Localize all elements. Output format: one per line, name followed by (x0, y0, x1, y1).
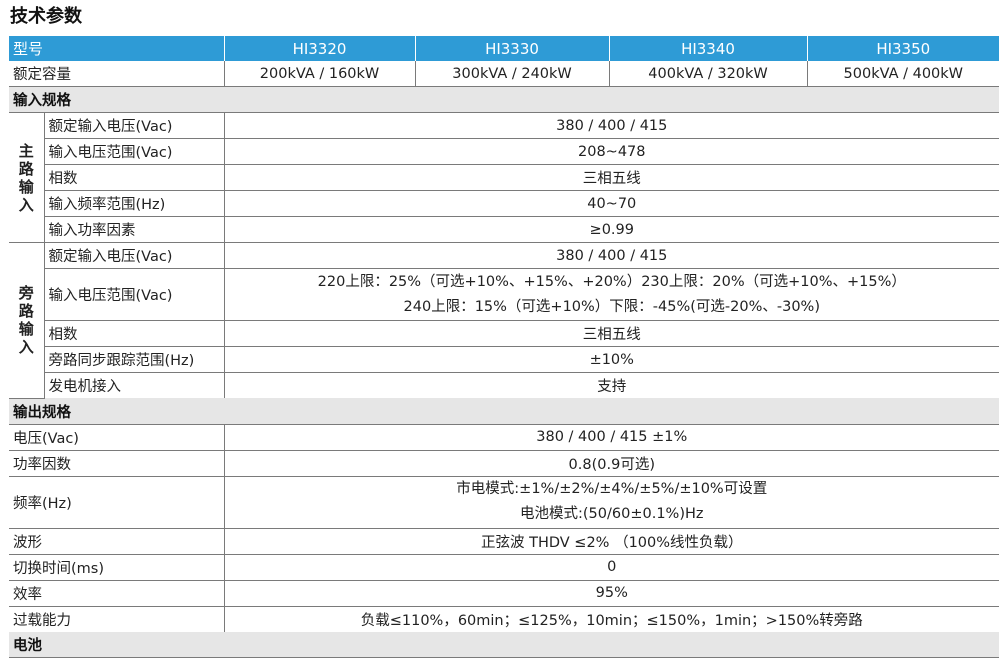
row-value: 支持 (223, 372, 1000, 398)
row-label: 效率 (9, 580, 225, 607)
group-label-char: 输 (18, 177, 34, 196)
row-label: 旁路同步跟踪范围(Hz) (43, 346, 225, 373)
row-label: 功率因数 (9, 450, 225, 477)
section-row: 输出规格 (9, 398, 1000, 425)
spec-table: 型号 HI3320 HI3330 HI3340 HI3350 额定容量 200k… (9, 36, 1000, 658)
group-label-char: 旁 (18, 284, 34, 303)
row-value: 380 / 400 / 415 (223, 112, 1000, 139)
row-value: 380 / 400 / 415 (223, 242, 1000, 269)
spec-row: 频率(Hz) 市电模式:±1%/±2%/±4%/±5%/±10%可设置 电池模式… (9, 476, 1000, 529)
section-title: 输入规格 (9, 86, 1000, 113)
row-value: 95% (223, 580, 1000, 607)
row-value: 正弦波 THDV ≤2% （100%线性负载） (223, 528, 1000, 555)
model-name: HI3330 (414, 36, 610, 61)
row-value: 40~70 (223, 190, 1000, 217)
spec-row: 输入功率因素 ≥0.99 (9, 216, 1000, 243)
spec-row: 主路输入 额定输入电压(Vac) 380 / 400 / 415 (9, 112, 1000, 243)
row-value-line: 电池模式:(50/60±0.1%)Hz (520, 506, 704, 522)
section-row: 电池 (9, 631, 1000, 658)
row-value: 0 (223, 554, 1000, 581)
capacity-value: 300kVA / 240kW (414, 61, 610, 87)
spec-row: 切换时间(ms) 0 (9, 554, 1000, 581)
spec-row: 过载能力 负载≤110%，60min；≤125%，10min；≤150%，1mi… (9, 606, 1000, 632)
row-label: 输入频率范围(Hz) (43, 190, 225, 217)
row-label: 相数 (43, 164, 225, 191)
row-value: 0.8(0.9可选) (223, 450, 1000, 477)
group-label-text: 旁路输入 (9, 284, 44, 356)
row-label: 发电机接入 (43, 372, 225, 398)
spec-row: 波形 正弦波 THDV ≤2% （100%线性负载） (9, 528, 1000, 555)
row-label: 额定容量 (9, 61, 225, 87)
spec-row: 功率因数 0.8(0.9可选) (9, 450, 1000, 477)
row-label: 输入电压范围(Vac) (43, 138, 225, 165)
spec-row: 发电机接入 支持 (9, 372, 1000, 398)
row-label: 输入电压范围(Vac) (43, 268, 225, 321)
model-name: HI3350 (806, 36, 1000, 61)
capacity-value: 400kVA / 320kW (608, 61, 808, 87)
group-label-text: 主路输入 (9, 142, 44, 214)
row-value: ≥0.99 (223, 216, 1000, 243)
row-label: 波形 (9, 528, 225, 555)
model-label: 型号 (9, 36, 225, 61)
row-value: 三相五线 (223, 164, 1000, 191)
row-value: ±10% (223, 346, 1000, 373)
row-label: 相数 (43, 320, 225, 347)
row-value-line: 220上限：25%（可选+10%、+15%、+20%）230上限：20%（可选+… (317, 273, 906, 290)
spec-row: 输入电压范围(Vac) 220上限：25%（可选+10%、+15%、+20%）2… (9, 268, 1000, 321)
group-label: 旁路输入 (9, 242, 44, 399)
section-title: 电池 (9, 631, 1000, 658)
model-name: HI3340 (608, 36, 808, 61)
row-label: 额定输入电压(Vac) (43, 242, 225, 269)
group-label: 主路输入 (9, 112, 44, 243)
row-value: 市电模式:±1%/±2%/±4%/±5%/±10%可设置 电池模式:(50/60… (223, 476, 1000, 529)
page-title: 技术参数 (10, 6, 82, 27)
row-value: 220上限：25%（可选+10%、+15%、+20%）230上限：20%（可选+… (223, 268, 1000, 321)
row-value: 208~478 (223, 138, 1000, 165)
model-name: HI3320 (223, 36, 416, 61)
spec-row: 输入电压范围(Vac) 208~478 (9, 138, 1000, 165)
spec-row: 旁路同步跟踪范围(Hz) ±10% (9, 346, 1000, 373)
capacity-row: 额定容量 200kVA / 160kW 300kVA / 240kW 400kV… (9, 61, 1000, 87)
group-label-char: 输 (18, 320, 34, 339)
row-value-line: 240上限：15%（可选+10%）下限：-45%(可选-20%、-30%) (403, 298, 820, 315)
row-label: 切换时间(ms) (9, 554, 225, 581)
row-label: 额定输入电压(Vac) (43, 112, 225, 139)
spec-row: 相数 三相五线 (9, 164, 1000, 191)
spec-row: 相数 三相五线 (9, 320, 1000, 347)
row-label: 过载能力 (13, 612, 71, 629)
row-label: 输入功率因素 (43, 216, 225, 243)
row-value-line: 市电模式:±1%/±2%/±4%/±5%/±10%可设置 (456, 481, 768, 497)
group-label-char: 路 (18, 159, 34, 178)
section-row: 输入规格 (9, 86, 1000, 113)
capacity-value: 200kVA / 160kW (223, 61, 416, 87)
model-header-row: 型号 HI3320 HI3330 HI3340 HI3350 (9, 36, 1000, 61)
row-label: 电压(Vac) (9, 424, 225, 451)
row-value: 负载≤110%，60min；≤125%，10min；≤150%，1min；>15… (223, 606, 1000, 632)
row-value: 三相五线 (223, 320, 1000, 347)
spec-row: 效率 95% (9, 580, 1000, 607)
group-label-char: 主 (18, 141, 34, 160)
group-label-char: 入 (18, 195, 34, 214)
group-label-char: 路 (18, 302, 34, 321)
row-label: 频率(Hz) (9, 476, 225, 529)
spec-row: 旁路输入 额定输入电压(Vac) 380 / 400 / 415 (9, 242, 1000, 399)
group-label-char: 入 (18, 338, 34, 357)
spec-row: 电压(Vac) 380 / 400 / 415 ±1% (9, 424, 1000, 451)
row-value: 380 / 400 / 415 ±1% (223, 424, 1000, 451)
spec-row: 输入频率范围(Hz) 40~70 (9, 190, 1000, 217)
capacity-value: 500kVA / 400kW (806, 61, 1000, 87)
section-title: 输出规格 (9, 398, 1000, 425)
